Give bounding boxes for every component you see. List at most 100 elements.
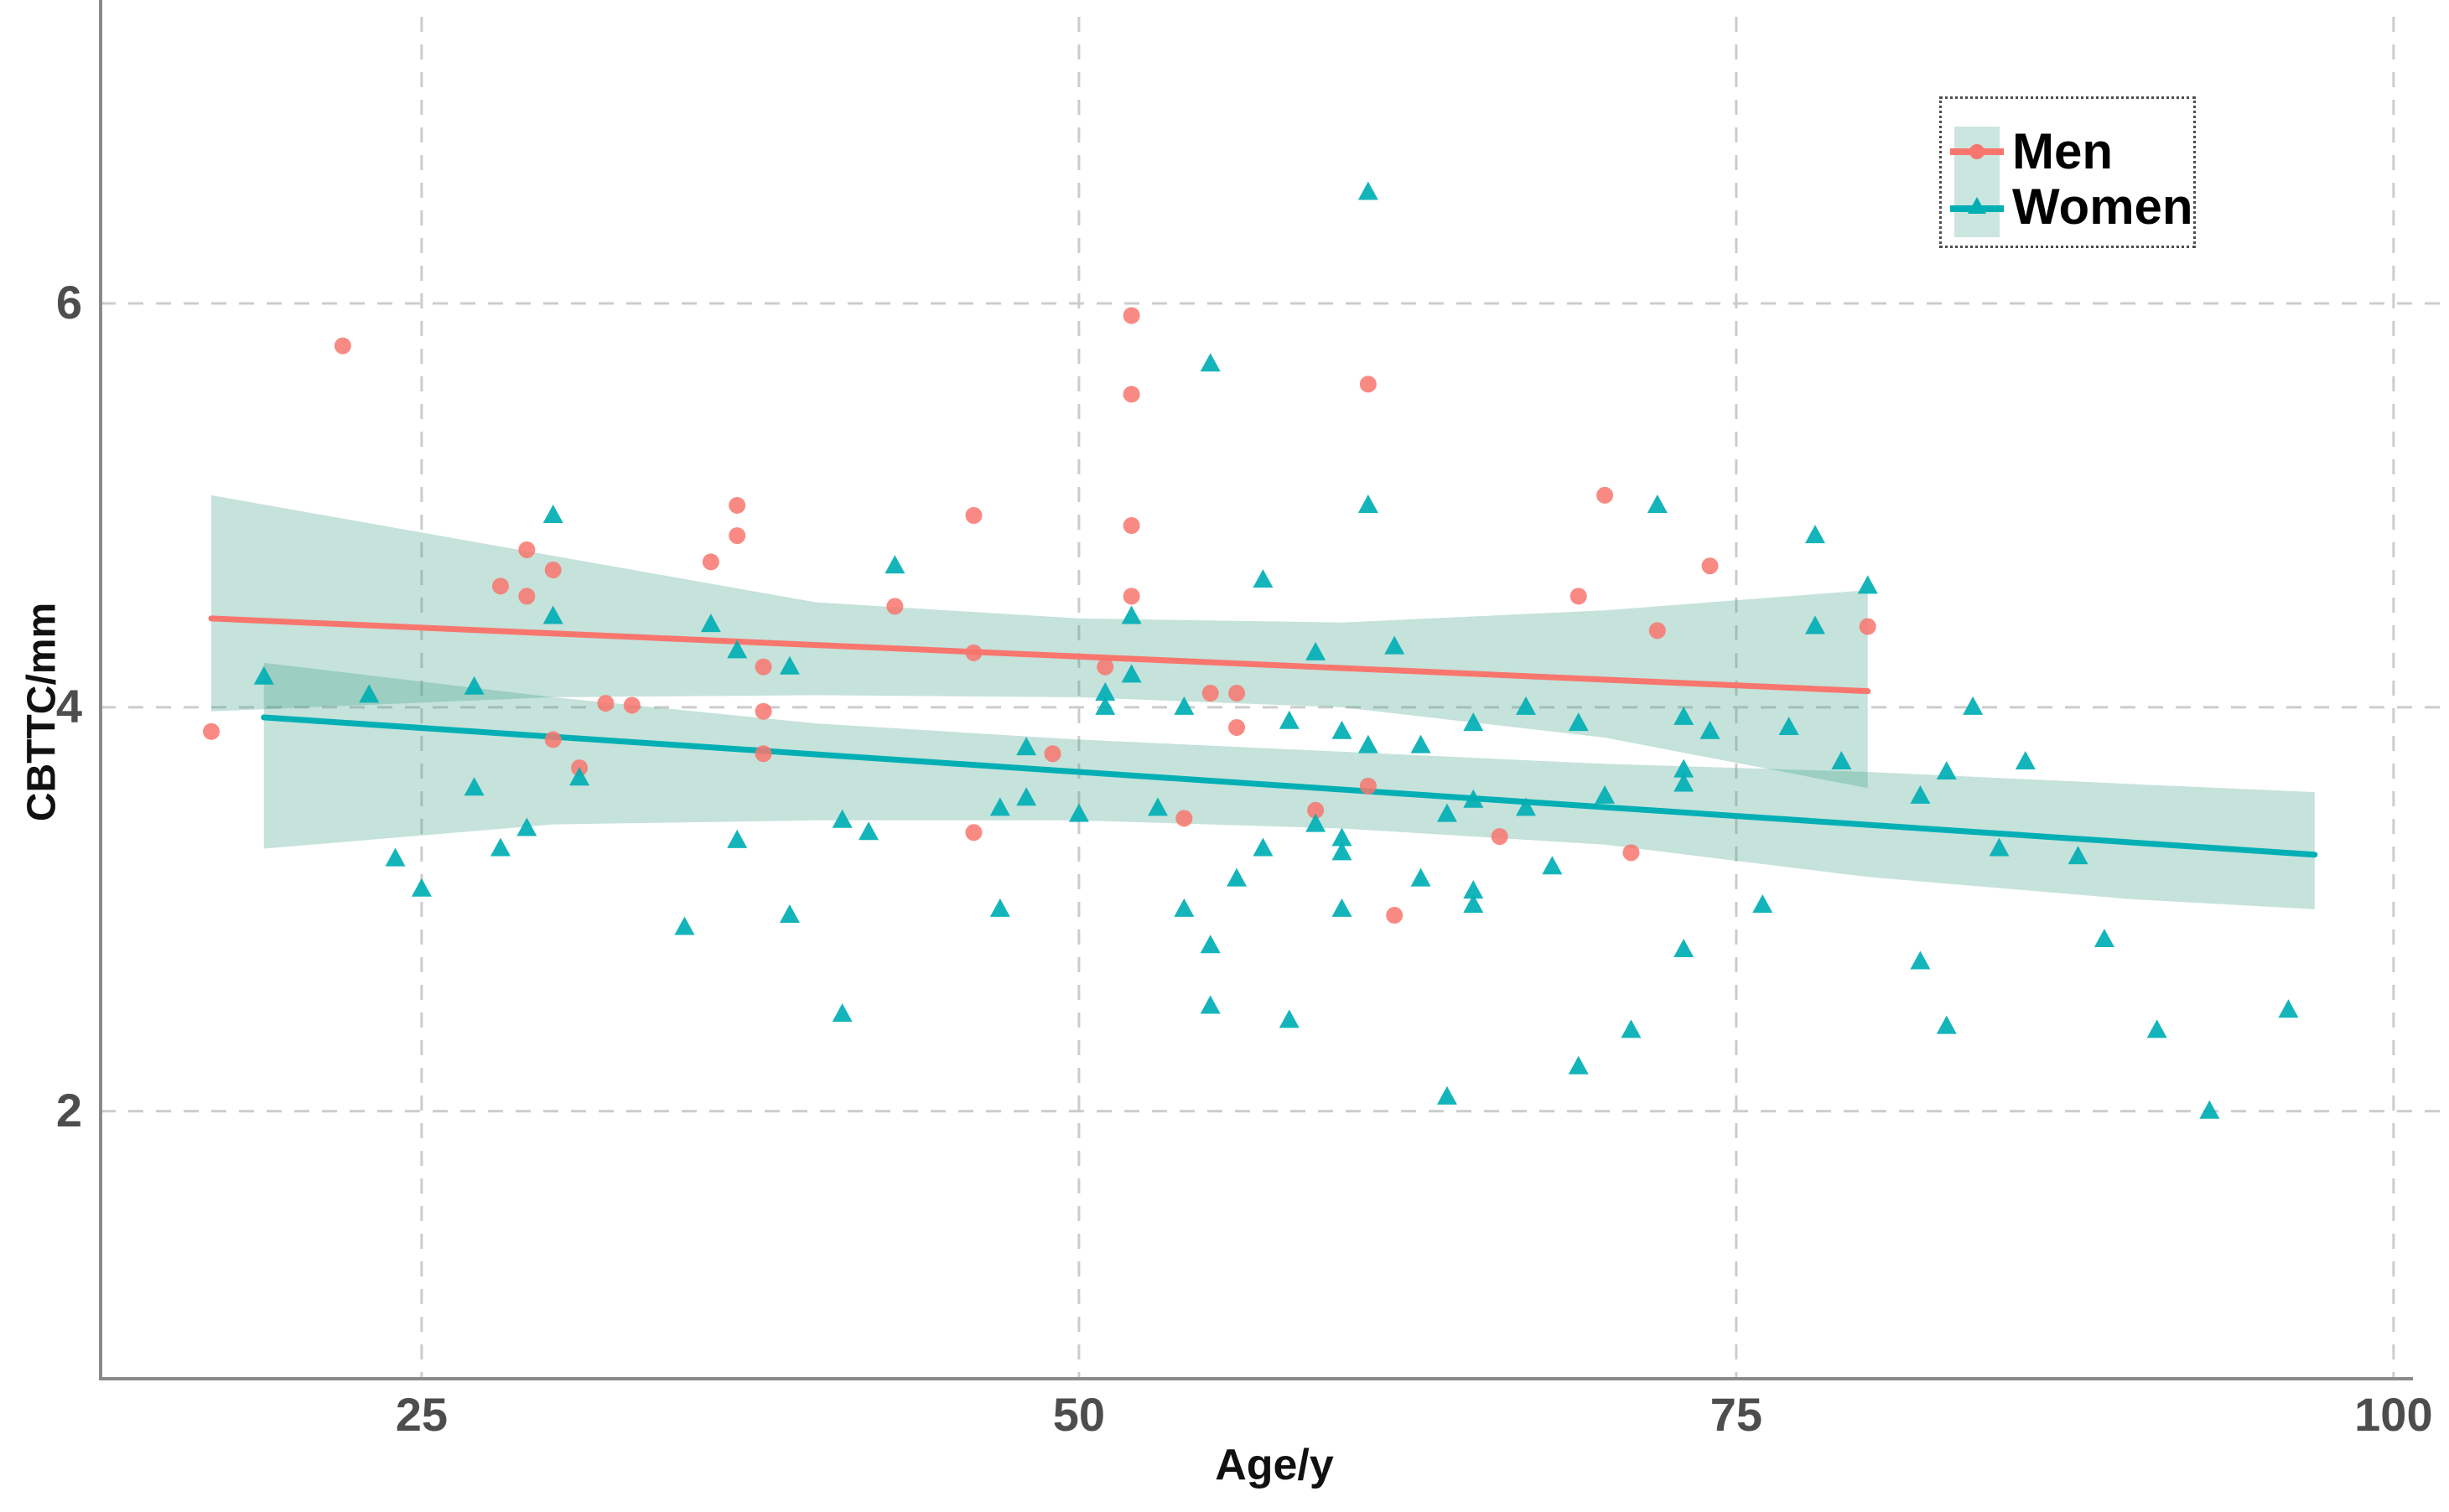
women-point <box>832 809 853 828</box>
men-point <box>1491 828 1508 846</box>
women-point <box>727 829 748 848</box>
men-point <box>965 644 983 661</box>
men-point <box>1228 718 1246 736</box>
men-point <box>1570 588 1587 605</box>
women-point <box>1331 898 1352 917</box>
men-point <box>1228 685 1246 702</box>
women-point <box>1279 1009 1300 1028</box>
women-point <box>1910 950 1931 970</box>
women-point <box>859 821 879 841</box>
men-point <box>965 506 983 524</box>
women-point <box>1463 789 1484 808</box>
women-point <box>464 777 485 796</box>
men-point <box>755 658 772 676</box>
women-point <box>1253 837 1274 857</box>
women-point <box>727 639 748 659</box>
legend-entry-men: Men <box>1942 124 2113 179</box>
women-trend-line <box>261 714 2318 858</box>
women-point <box>1673 939 1694 958</box>
women-point <box>1095 682 1116 702</box>
men-point <box>491 577 509 595</box>
men-point <box>1201 685 1219 702</box>
women-point <box>1331 827 1352 847</box>
women-point <box>1305 641 1326 660</box>
women-point <box>253 665 274 685</box>
women-point <box>542 605 563 624</box>
men-point <box>1175 810 1193 827</box>
women-point <box>1357 181 1378 200</box>
men-point <box>518 588 536 605</box>
women-point <box>1436 1085 1457 1105</box>
women-point <box>1752 894 1773 914</box>
women-point <box>1331 841 1352 861</box>
women-point <box>779 904 800 924</box>
women-point <box>1831 750 1852 769</box>
women-point <box>1410 867 1431 887</box>
men-line-dot-icon <box>1942 135 2012 168</box>
men-point <box>544 562 562 579</box>
women-point <box>1200 995 1221 1014</box>
women-point <box>1121 605 1142 624</box>
legend-label-men: Men <box>2012 123 2113 179</box>
women-point <box>1174 696 1195 715</box>
women-point <box>1305 813 1326 832</box>
men-point <box>334 337 351 355</box>
men-point <box>203 722 221 740</box>
men-point <box>755 702 772 720</box>
women-point <box>1253 569 1274 588</box>
women-point <box>2199 1100 2220 1119</box>
men-point <box>1859 618 1876 635</box>
women-point <box>700 614 721 633</box>
y-tick-label-6: 6 <box>56 276 82 329</box>
women-point <box>1804 615 1825 634</box>
women-point <box>1016 737 1037 756</box>
men-point <box>1123 307 1140 324</box>
men-point <box>965 824 983 841</box>
men-point <box>1359 375 1377 393</box>
women-point <box>1068 803 1089 822</box>
women-point <box>1673 706 1694 725</box>
women-point <box>385 847 406 867</box>
women-point <box>1621 1019 1642 1038</box>
women-point <box>569 767 590 786</box>
women-point <box>1147 797 1168 816</box>
women-point <box>2278 999 2299 1018</box>
men-point <box>1386 907 1404 924</box>
x-tick-label-75: 75 <box>1710 1388 1762 1441</box>
men-trend-line <box>208 615 1871 695</box>
women-point <box>1095 696 1116 715</box>
men-point <box>1123 517 1140 535</box>
y-tick-label-2: 2 <box>56 1084 82 1137</box>
women-point <box>1778 716 1799 735</box>
women-point <box>674 916 695 935</box>
men-confidence-band <box>211 495 1868 789</box>
women-point <box>1673 759 1694 778</box>
women-point <box>464 676 485 695</box>
men-point <box>518 541 536 558</box>
men-point <box>1622 844 1640 862</box>
men-point <box>1044 745 1061 763</box>
women-point <box>1568 1055 1589 1074</box>
women-point <box>2015 750 2036 769</box>
women-point <box>1463 712 1484 732</box>
women-point <box>542 504 563 523</box>
women-point <box>1516 696 1537 715</box>
women-point <box>885 555 905 574</box>
men-point <box>755 745 772 763</box>
men-point <box>702 553 719 571</box>
legend-label-women: Women <box>2012 179 2193 235</box>
women-point <box>1910 784 1931 804</box>
women-point <box>1331 720 1352 739</box>
women-point <box>1673 773 1694 792</box>
x-tick-label-25: 25 <box>396 1388 448 1441</box>
women-point <box>1174 898 1195 917</box>
women-point <box>989 797 1010 816</box>
women-point <box>2094 928 2114 947</box>
men-point <box>623 696 641 714</box>
men-point <box>1648 622 1666 639</box>
women-point <box>2068 846 2088 865</box>
women-point <box>1647 494 1668 513</box>
men-point <box>1123 588 1140 605</box>
women-point <box>1463 880 1484 899</box>
